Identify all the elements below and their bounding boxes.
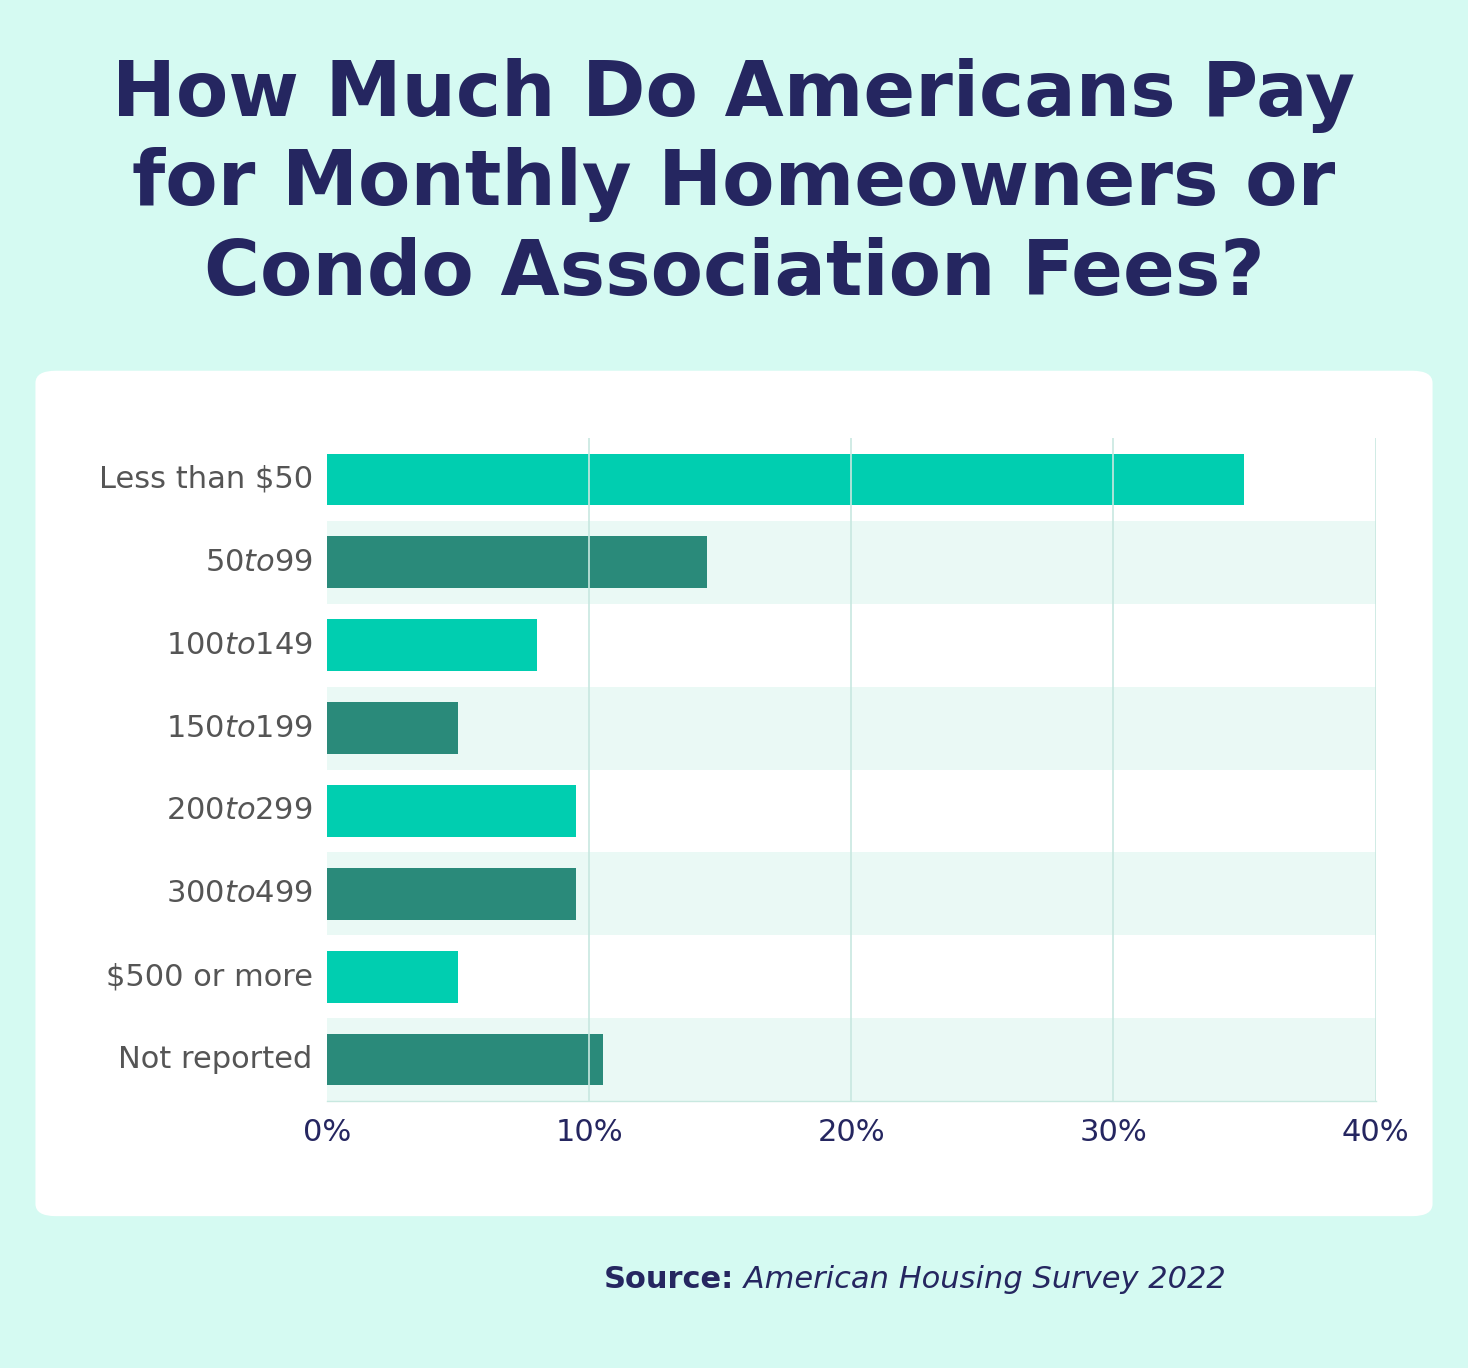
Bar: [327, 521, 1376, 603]
Bar: [327, 454, 1245, 505]
FancyBboxPatch shape: [35, 371, 1433, 1216]
Bar: [327, 785, 577, 837]
Bar: [327, 603, 1376, 687]
Text: $50 to $99: $50 to $99: [204, 547, 313, 577]
Bar: [327, 438, 1376, 521]
Text: $150 to $199: $150 to $199: [166, 714, 313, 743]
Bar: [327, 1018, 1376, 1101]
Bar: [327, 869, 577, 919]
Bar: [327, 852, 1376, 936]
Bar: [327, 951, 458, 1003]
Bar: [327, 936, 1376, 1018]
Bar: [327, 620, 537, 670]
Text: How Much Do Americans Pay
for Monthly Homeowners or
Condo Association Fees?: How Much Do Americans Pay for Monthly Ho…: [113, 57, 1355, 311]
Text: Less than $50: Less than $50: [98, 465, 313, 494]
Text: Not reported: Not reported: [119, 1045, 313, 1074]
Text: $300 to $499: $300 to $499: [166, 880, 313, 908]
Bar: [327, 770, 1376, 852]
Bar: [327, 687, 1376, 769]
Text: $500 or more: $500 or more: [106, 962, 313, 992]
Text: Source:: Source:: [603, 1264, 734, 1294]
Bar: [327, 536, 708, 588]
Text: American Housing Survey 2022: American Housing Survey 2022: [734, 1264, 1226, 1294]
Bar: [327, 1034, 602, 1085]
Text: $100 to $149: $100 to $149: [166, 631, 313, 659]
Text: $200 to $299: $200 to $299: [166, 796, 313, 825]
Bar: [327, 702, 458, 754]
